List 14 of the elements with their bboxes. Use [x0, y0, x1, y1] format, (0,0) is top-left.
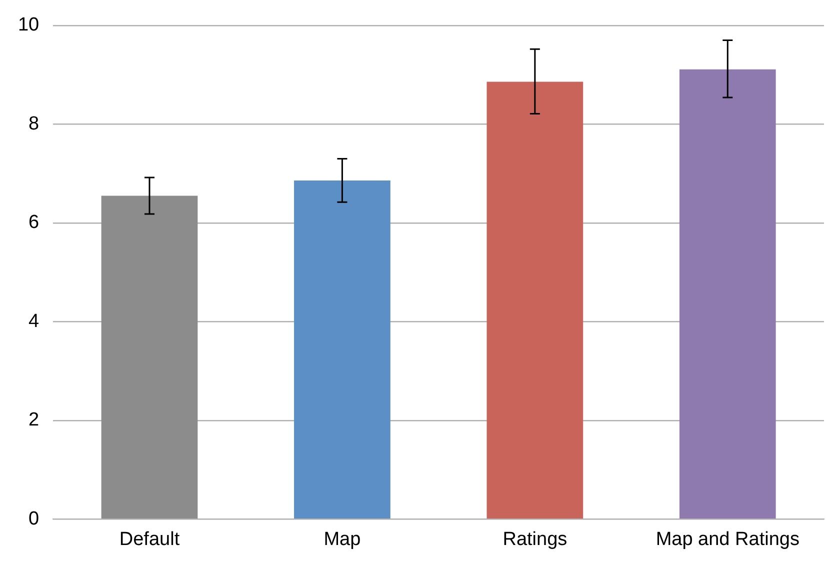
y-tick-label: 0 — [28, 508, 40, 530]
bar — [101, 196, 198, 519]
y-tick-label: 2 — [28, 410, 40, 431]
y-tick-label: 6 — [28, 212, 40, 234]
x-tick-label: Map and Ratings — [656, 528, 800, 550]
x-tick-label: Map — [324, 528, 361, 550]
y-tick-label: 4 — [28, 310, 40, 332]
x-tick-label: Ratings — [502, 528, 568, 550]
x-tick-label: Default — [119, 528, 180, 550]
y-tick-label: 8 — [28, 113, 40, 134]
bar — [679, 69, 776, 519]
y-tick-label: 10 — [18, 14, 40, 36]
bar — [294, 180, 390, 519]
bar — [486, 82, 584, 519]
